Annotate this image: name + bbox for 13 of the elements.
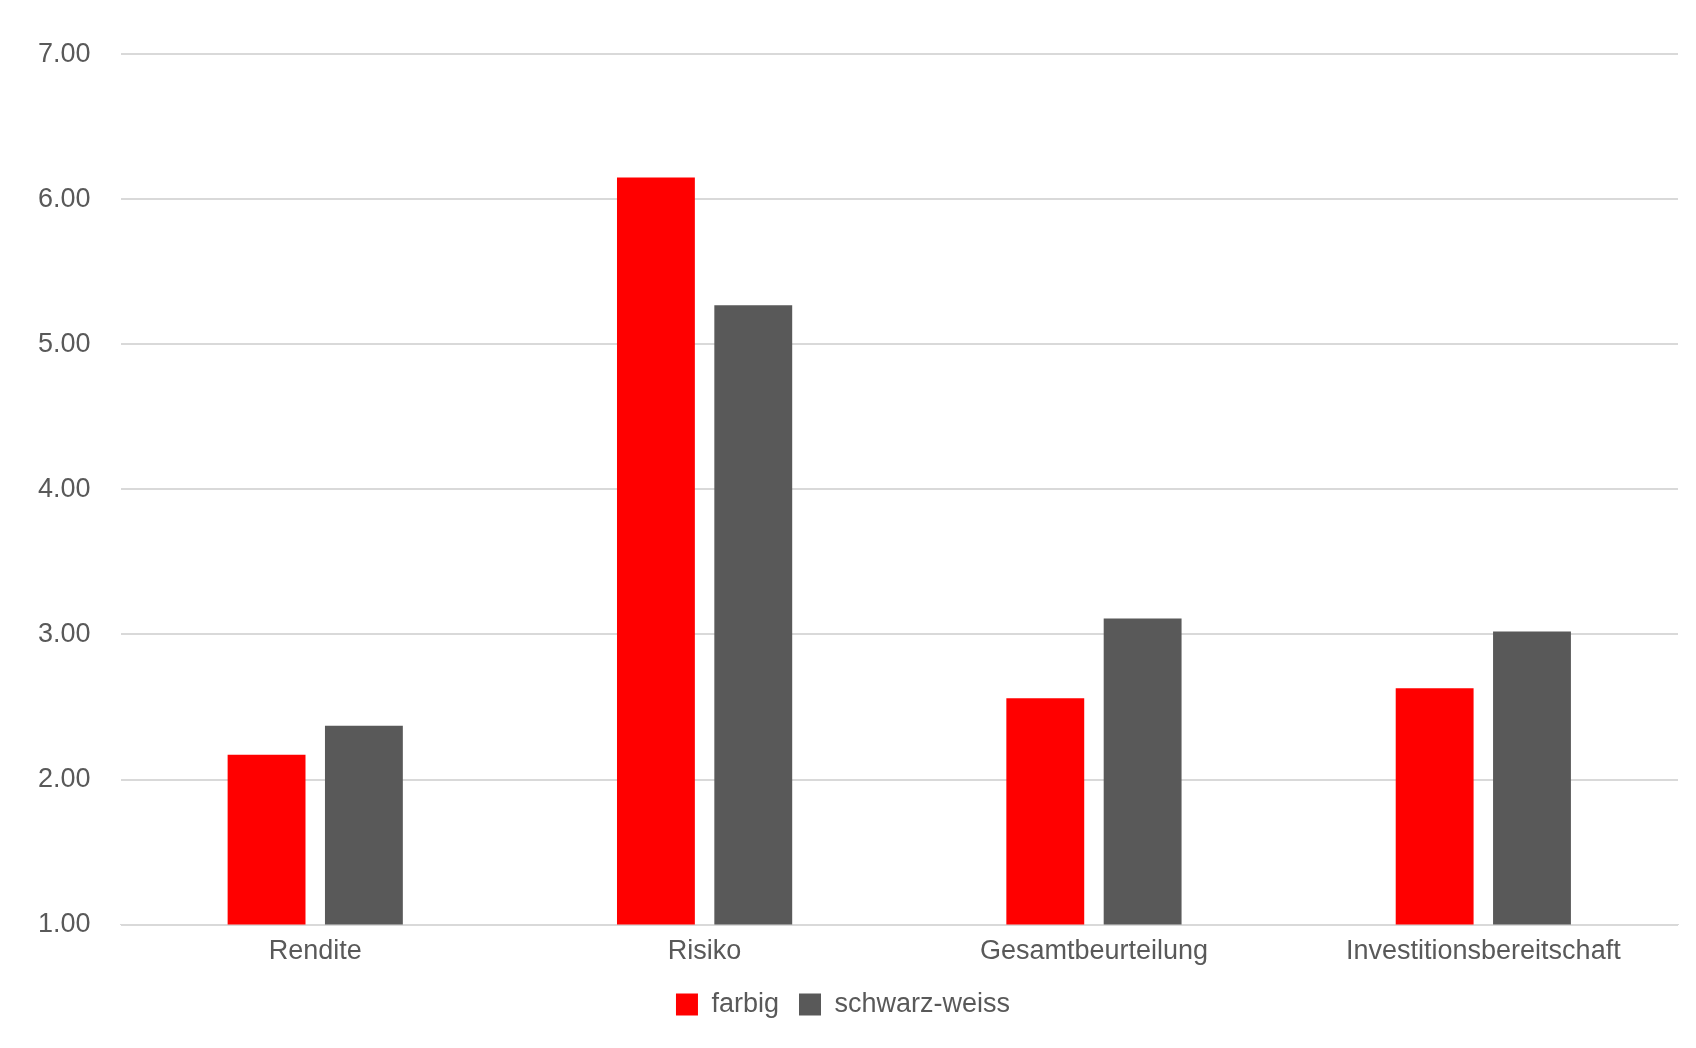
legend-label: farbig <box>711 987 780 1018</box>
y-tick-label: 3.00 <box>37 617 91 648</box>
y-tick-label: 1.00 <box>37 908 91 939</box>
x-tick-label: Rendite <box>268 935 362 966</box>
y-tick-label: 6.00 <box>37 182 91 213</box>
x-tick-label: Gesamtbeurteilung <box>979 935 1209 966</box>
legend-label: schwarz-weiss <box>834 987 1011 1018</box>
y-tick-label: 4.00 <box>37 472 91 503</box>
x-tick-label: Risiko <box>667 935 742 966</box>
y-tick-label: 7.00 <box>37 37 91 68</box>
x-tick-label: Investitionsbereitschaft <box>1346 935 1622 966</box>
y-tick-label: 2.00 <box>37 762 91 793</box>
y-tick-label: 5.00 <box>37 327 91 358</box>
